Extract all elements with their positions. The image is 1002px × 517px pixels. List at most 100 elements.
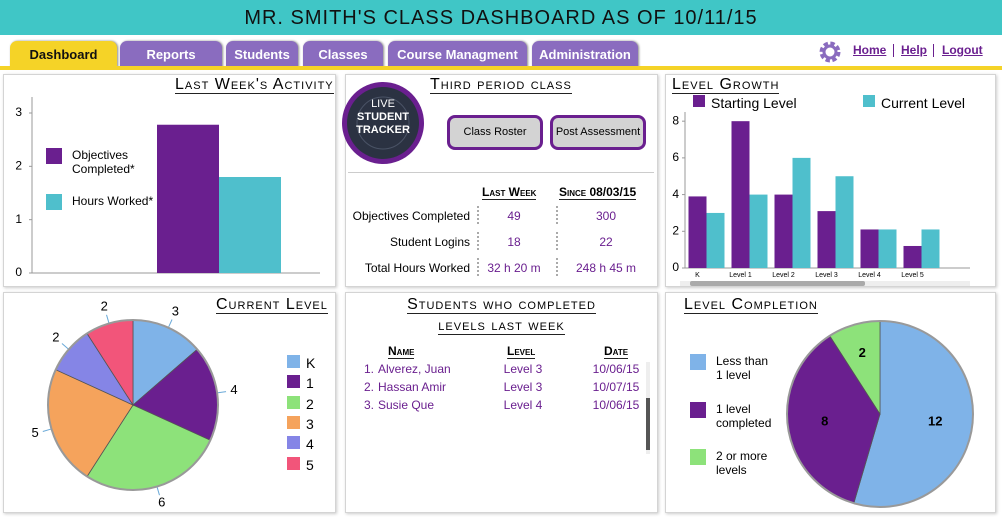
legend-label: Less than 1 level: [716, 354, 769, 382]
row-label: Total Hours Worked: [364, 261, 470, 275]
leader-line: [61, 343, 70, 350]
legend-swatch: [690, 449, 706, 465]
completions-panel: [345, 292, 658, 513]
cell: 10/06/15: [592, 398, 640, 412]
legend-swatch: [287, 416, 300, 429]
legend-swatch: [690, 402, 706, 418]
legend-swatch: [690, 354, 706, 370]
bar: [731, 121, 750, 268]
legend-item: 2 or more levels: [690, 449, 778, 477]
leader-line: [217, 391, 227, 394]
legend-item: Hours Worked*: [46, 194, 153, 210]
button[interactable]: Post Assessment: [550, 115, 646, 150]
cell: 10/06/15: [592, 362, 640, 376]
y-tick-label: 0: [672, 260, 679, 274]
logo: LIVE STUDENT TRACKER: [342, 82, 424, 164]
data-label: 12: [928, 413, 942, 428]
button[interactable]: Class Roster: [447, 115, 543, 150]
pie-outline: [786, 320, 974, 508]
x-tick-label: Level 3: [815, 272, 838, 279]
nav-link[interactable]: Home: [853, 43, 887, 57]
tab[interactable]: Students: [226, 41, 298, 68]
scroll-thumb[interactable]: [690, 281, 865, 286]
cell: 300: [595, 209, 617, 223]
x-tick-label: Level 4: [858, 272, 881, 279]
cell: 18: [507, 235, 521, 249]
cell: Level 4: [503, 398, 543, 412]
panel-title: Third period class: [430, 76, 572, 94]
legend-swatch: [693, 95, 705, 107]
x-tick-label: K: [695, 272, 700, 279]
y-tick-label: 4: [672, 187, 679, 201]
tab[interactable]: Administration: [532, 41, 638, 68]
bar: [792, 157, 811, 268]
data-label: 8: [821, 413, 828, 428]
bar: [860, 229, 879, 268]
bar: [157, 124, 219, 273]
legend-item: Objectives Completed*: [46, 148, 158, 176]
column-header: Name: [388, 344, 415, 359]
header-title: MR. SMITH'S CLASS DASHBOARD AS OF 10/11/…: [0, 0, 1002, 35]
x-tick-label: Level 2: [772, 272, 795, 279]
bar: [878, 229, 897, 268]
panel-title: Current Level: [216, 296, 328, 314]
bar: [706, 212, 725, 268]
column-header: Last Week: [482, 185, 537, 200]
panel-title: levels last week: [438, 317, 565, 335]
legend-label: Starting Level: [711, 95, 797, 111]
data-label: 2: [101, 299, 108, 314]
leader-line: [42, 428, 52, 432]
data-label: 3: [172, 304, 179, 319]
leader-line: [106, 314, 110, 324]
leader-line: [167, 319, 173, 328]
settings-icon[interactable]: [818, 40, 842, 64]
legend-swatch: [287, 375, 300, 388]
bar: [749, 194, 768, 268]
legend-item: Current Level: [863, 95, 965, 111]
cell: Susie Que: [378, 398, 435, 412]
bar: [921, 229, 940, 268]
leader-line: [156, 486, 160, 496]
legend-item: Less than 1 level: [690, 354, 778, 382]
logo-text: STUDENT: [357, 111, 409, 123]
legend-label: 4: [306, 436, 314, 452]
divider: [348, 172, 654, 173]
tab[interactable]: Reports: [120, 41, 222, 68]
nav-separator: [933, 44, 934, 57]
panel-title: Last Week's Activity: [175, 76, 334, 94]
tab[interactable]: Dashboard: [10, 41, 117, 68]
cell: 22: [599, 235, 613, 249]
cell: 1.: [364, 362, 375, 376]
legend-label: Current Level: [881, 95, 966, 111]
y-tick-label: 0: [15, 265, 22, 279]
nav-link[interactable]: Logout: [942, 43, 983, 57]
legend-swatch: [46, 148, 62, 164]
panel-title-block: Students who completed levels last week: [345, 296, 658, 335]
pie-outline: [47, 319, 219, 491]
data-label: 5: [32, 425, 39, 440]
cell: 3.: [364, 398, 375, 412]
cell: Level 3: [503, 362, 543, 376]
divider: [477, 258, 479, 276]
divider: [556, 232, 558, 250]
tab-underline: [0, 66, 1002, 70]
y-tick-label: 2: [672, 223, 679, 237]
logo-text: TRACKER: [356, 124, 410, 136]
tab[interactable]: Classes: [303, 41, 383, 68]
legend-swatch: [863, 95, 875, 107]
bar: [219, 177, 281, 273]
x-tick-label: Level 1: [729, 272, 752, 279]
bar: [774, 194, 793, 268]
nav-link[interactable]: Help: [901, 43, 928, 57]
legend-item: Starting Level: [693, 95, 797, 111]
scroll-thumb[interactable]: [646, 398, 650, 450]
divider: [477, 206, 479, 224]
tab[interactable]: Course Managment: [388, 41, 527, 68]
bar: [903, 245, 922, 268]
panel-title: Level Completion: [684, 296, 818, 314]
row-label: Student Logins: [389, 235, 470, 249]
cell: 2.: [364, 380, 375, 394]
data-label: 2: [52, 330, 59, 345]
